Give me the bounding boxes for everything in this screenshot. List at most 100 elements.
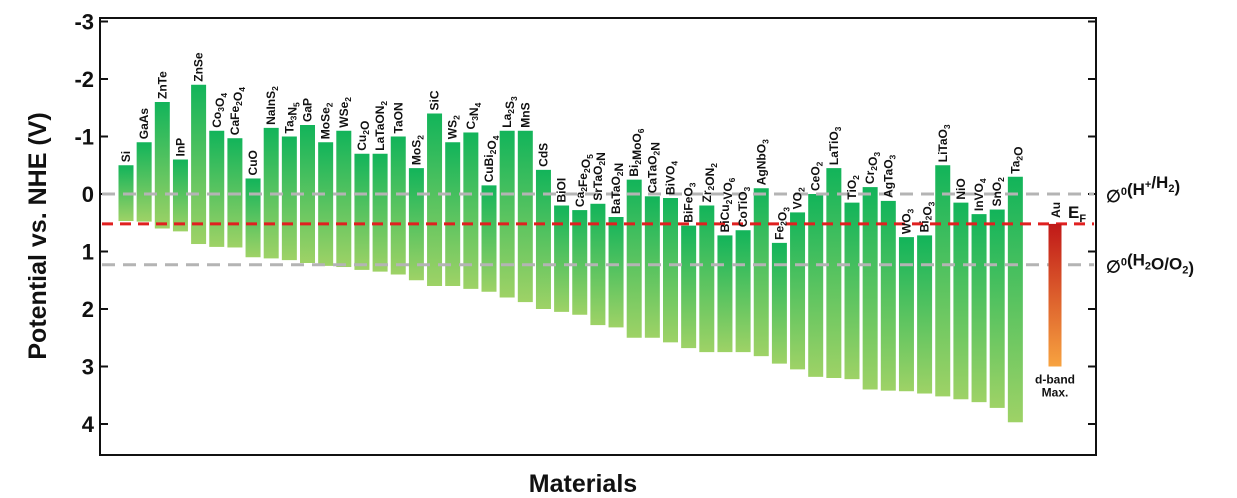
bar-cuo <box>245 178 261 258</box>
bar-latio3 <box>826 168 842 378</box>
bar-label-ta3n5: Ta3N5 <box>282 102 301 134</box>
bar-label-znse: ZnSe <box>192 52 206 82</box>
reference-line-label: ∅0(H+/H2) <box>1106 173 1180 206</box>
y-tick-label: -1 <box>74 125 94 150</box>
bar-label-cotio3: CoTiO3 <box>736 186 752 227</box>
dband-caption-line1: d-band <box>1035 373 1075 387</box>
bar-ws2 <box>445 142 461 286</box>
bar-label-sno2: SnO2 <box>990 177 1006 207</box>
bar-label-bi2moo6: Bi2MoO6 <box>627 128 646 176</box>
bar-batao2n <box>608 217 624 328</box>
bar-label-si: Si <box>119 151 133 162</box>
bar-label-mos2: MoS2 <box>409 135 425 165</box>
bar-bioi <box>554 205 570 312</box>
bar-gap <box>300 125 315 263</box>
bar-label-tio2: TiO2 <box>845 175 861 200</box>
bar-wo3 <box>898 237 914 392</box>
bar-ta3n5 <box>281 136 297 261</box>
y-tick-label: -3 <box>74 10 94 35</box>
bar-label-bioi: BiOI <box>555 178 569 203</box>
x-axis-title: Materials <box>529 470 637 498</box>
material-labels: SiGaAsZnTeInPZnSeCo3O4CaFe2O4CuONaInS2Ta… <box>119 52 1025 240</box>
reference-line-label: ∅0(H2O/O2) <box>1106 251 1194 278</box>
bar-bicu2vo6 <box>717 235 733 353</box>
bar-znte <box>154 102 170 229</box>
bar-label-wse2: WSe2 <box>337 97 353 128</box>
bar-label-batao2n: BaTaO2N <box>609 163 626 214</box>
fermi-level-label: EF <box>1068 203 1086 225</box>
bar-inp <box>172 159 188 232</box>
bar-cds <box>535 169 551 309</box>
bar-gaas <box>136 142 152 222</box>
au-dband-bar <box>1048 223 1062 367</box>
bar-label-zr2on2: Zr2ON2 <box>700 163 719 203</box>
bar-label-agnbo3: AgNbO3 <box>754 139 770 185</box>
bar-label-mose2: MoSe2 <box>319 102 335 139</box>
bar-label-cubi2o4: CuBi2O4 <box>482 135 501 182</box>
bar-ca2fe2o5 <box>572 210 588 315</box>
bar-vo2 <box>790 212 806 370</box>
bar-label-ceo2: CeO2 <box>809 161 825 191</box>
dband-caption-line2: Max. <box>1042 386 1069 400</box>
bar-bi2o3 <box>917 235 933 394</box>
bar-cotio3 <box>735 230 751 353</box>
bar-cubi2o4 <box>481 185 497 292</box>
bar-bi2moo6 <box>626 179 642 338</box>
bar-label-bicu2vo6: BiCu2VO6 <box>718 177 737 232</box>
bar-label-znte: ZnTe <box>155 71 169 99</box>
bar-label-nains2: NaInS2 <box>264 86 280 125</box>
bar-label-cds: CdS <box>536 143 550 167</box>
bar-label-wo3: WO3 <box>899 208 915 234</box>
bar-label-litao3: LiTaO3 <box>936 124 952 162</box>
material-bars <box>118 84 1023 423</box>
bar-wse2 <box>336 130 352 268</box>
bar-cr2o3 <box>862 187 878 390</box>
bar-label-bifeo3: BiFeO3 <box>682 182 698 222</box>
y-tick-label: 2 <box>82 297 94 322</box>
bar-taon <box>390 136 406 275</box>
bar-label-mns: MnS <box>518 102 532 127</box>
bar-label-lataon2: LaTaON2 <box>373 101 389 151</box>
bar-label-ta2o: Ta2O <box>1008 147 1025 174</box>
bar-label-co3o4: Co3O4 <box>210 93 229 128</box>
bar-label-latio3: LaTiO3 <box>827 126 843 165</box>
bar-litao3 <box>935 165 951 397</box>
y-tick-label: 1 <box>82 240 94 265</box>
bar-zr2on2 <box>699 205 715 353</box>
bar-label-cafe2o4: CaFe2O4 <box>228 87 247 135</box>
bar-lataon2 <box>372 153 388 272</box>
bar-label-taon: TaON <box>391 102 405 133</box>
bar-label-sic: SiC <box>428 90 442 110</box>
bar-znse <box>191 84 207 245</box>
bar-bivo4 <box>663 198 678 343</box>
bar-label-catao2n: CaTaO2N <box>645 142 662 193</box>
y-tick-label: 4 <box>82 412 95 437</box>
bar-agnbo3 <box>753 188 769 357</box>
bar-label-nio: NiO <box>954 178 968 199</box>
bar-nio <box>953 202 969 400</box>
bar-label-ws2: WS2 <box>446 115 462 139</box>
bar-mns <box>517 130 533 303</box>
bar-label-la2s3: La2S3 <box>500 96 519 128</box>
bar-label-cr2o3: Cr2O3 <box>863 152 882 184</box>
bar-label-fe2o3: Fe2O3 <box>772 207 791 240</box>
y-tick-label: -2 <box>74 67 94 92</box>
bar-label-gaas: GaAs <box>137 108 151 140</box>
plot-frame <box>99 17 1097 456</box>
y-tick-label: 0 <box>82 182 94 207</box>
bar-invo4 <box>971 214 987 403</box>
bar-mose2 <box>318 142 334 266</box>
bar-label-invo4: InVO4 <box>972 178 988 211</box>
bar-ta2o <box>1007 176 1023 423</box>
y-axis: -3 -2 -1 0 1 2 3 4 <box>74 10 1096 437</box>
reference-lines: ∅0(H+/H2) ∅0(H2O/O2) EF <box>102 173 1194 278</box>
bar-tio2 <box>844 202 860 380</box>
bar-co3o4 <box>209 130 225 247</box>
bar-label-srtao2n: SrTaO2N <box>591 152 608 201</box>
bar-catao2n <box>644 196 660 338</box>
bar-label-c3n4: C3N4 <box>464 102 483 129</box>
bar-label-cuo: CuO <box>246 150 260 175</box>
bar-c3n4 <box>463 132 479 289</box>
